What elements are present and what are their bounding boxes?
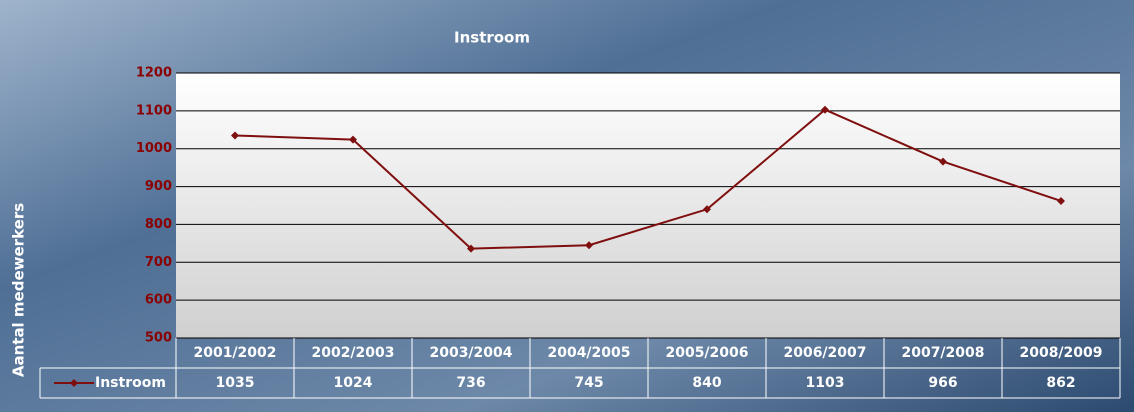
table-value: 840 xyxy=(692,375,721,391)
x-tick-label: 2006/2007 xyxy=(783,345,866,361)
x-tick-label: 2004/2005 xyxy=(547,345,630,361)
y-tick-label: 1100 xyxy=(136,103,172,118)
x-tick-label: 2003/2004 xyxy=(429,345,512,361)
x-tick-label: 2008/2009 xyxy=(1019,345,1102,361)
table-value: 1024 xyxy=(334,375,373,391)
table-value: 1103 xyxy=(806,375,845,391)
page: Instroom Aantal medewerkers 500 600 700 800… xyxy=(0,0,1134,412)
table-value: 1035 xyxy=(216,375,255,391)
y-tick-label: 1000 xyxy=(136,141,172,156)
y-tick-label: 500 xyxy=(145,331,172,346)
x-tick-label: 2002/2003 xyxy=(311,345,394,361)
legend-label: Instroom xyxy=(95,375,166,391)
x-tick-label: 2005/2006 xyxy=(665,345,748,361)
table-value: 966 xyxy=(928,375,957,391)
table-value: 745 xyxy=(574,375,603,391)
y-tick-label: 900 xyxy=(145,179,172,194)
y-tick-label: 800 xyxy=(145,217,172,232)
plot-area xyxy=(176,73,1120,338)
y-tick-label: 700 xyxy=(145,255,172,270)
table-value: 736 xyxy=(456,375,485,391)
chart-title: Instroom xyxy=(454,29,530,47)
x-tick-label: 2001/2002 xyxy=(193,345,276,361)
x-tick-label: 2007/2008 xyxy=(901,345,984,361)
chart: Instroom Aantal medewerkers 500 600 700 800… xyxy=(0,0,1134,412)
table-value: 862 xyxy=(1046,375,1075,391)
y-tick-label: 600 xyxy=(145,293,172,308)
y-axis-label: Aantal medewerkers xyxy=(10,203,28,377)
y-tick-label: 1200 xyxy=(136,66,172,81)
